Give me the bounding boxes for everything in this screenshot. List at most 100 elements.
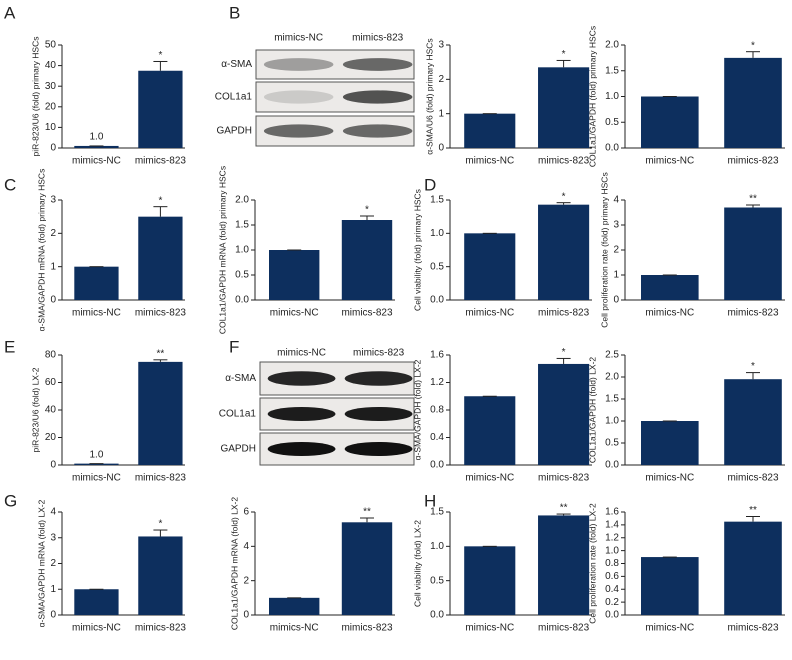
y-tick-label: 0.0	[605, 143, 619, 154]
significance: *	[158, 519, 162, 530]
significance: *	[751, 361, 755, 372]
blot-band	[342, 58, 413, 71]
y-tick-label: 1	[50, 261, 56, 272]
y-axis-label: COL1a1/GAPDH (fold) primary HSCs	[587, 26, 597, 167]
bar	[538, 204, 590, 300]
x-tick-label: mimics-NC	[645, 473, 694, 484]
x-tick-label: mimics-NC	[72, 308, 121, 319]
panel-letter: E	[4, 337, 15, 356]
y-tick-label: 20	[45, 432, 57, 443]
y-tick-label: 0	[243, 610, 249, 621]
bar	[138, 70, 183, 148]
significance: *	[562, 49, 566, 60]
panel-letter: G	[4, 491, 17, 510]
y-tick-label: 1.5	[430, 195, 444, 206]
bar	[269, 597, 320, 615]
bar	[74, 145, 119, 148]
bar	[724, 521, 782, 615]
y-tick-label: 1.0	[605, 416, 619, 427]
y-tick-label: 1.5	[235, 220, 249, 231]
x-tick-label: mimics-823	[538, 156, 590, 167]
y-tick-label: 0.5	[605, 438, 619, 449]
y-axis-label: Cell viability (fold) primary HSCs	[412, 189, 422, 311]
blot-band	[342, 90, 413, 104]
bar	[538, 363, 590, 465]
y-tick-label: 10	[45, 122, 57, 133]
x-tick-label: mimics-823	[538, 308, 590, 319]
y-tick-label: 1.4	[605, 520, 619, 531]
blot-row-label: α-SMA	[225, 373, 256, 384]
y-tick-label: 1.2	[430, 377, 444, 388]
significance: **	[560, 503, 568, 514]
bar	[641, 96, 699, 148]
y-tick-label: 6	[243, 507, 249, 518]
x-tick-label: mimics-NC	[645, 308, 694, 319]
blot-band	[263, 58, 334, 71]
y-tick-label: 1.5	[430, 507, 444, 518]
y-tick-label: 40	[45, 405, 57, 416]
y-tick-label: 0.0	[430, 610, 444, 621]
y-tick-label: 1.0	[430, 541, 444, 552]
blot-band	[344, 406, 413, 422]
significance: **	[749, 505, 757, 516]
y-axis-label: COL1a1/GAPDH mRNA (fold) LX-2	[229, 497, 239, 630]
x-tick-label: mimics-823	[135, 156, 187, 167]
bar	[641, 275, 699, 300]
bar	[538, 67, 590, 148]
y-tick-label: 1.5	[605, 394, 619, 405]
x-tick-label: mimics-NC	[465, 156, 514, 167]
panel-letter: F	[229, 337, 239, 356]
x-tick-label: mimics-823	[727, 156, 779, 167]
y-axis-label: α-SMA/U6 (fold) primary HSCs	[424, 38, 434, 154]
y-tick-label: 0	[613, 295, 619, 306]
significance: *	[158, 50, 162, 61]
panel-letter: C	[4, 175, 16, 194]
y-tick-label: 1.6	[430, 350, 444, 361]
y-tick-label: 20	[45, 101, 57, 112]
y-tick-label: 0	[50, 610, 56, 621]
y-tick-label: 0.2	[605, 597, 619, 608]
y-tick-label: 1.0	[430, 228, 444, 239]
y-tick-label: 0.5	[235, 270, 249, 281]
y-tick-label: 40	[45, 60, 57, 71]
x-tick-label: mimics-823	[727, 473, 779, 484]
blot-band	[342, 124, 413, 138]
value-label: 1.0	[89, 132, 103, 143]
blot-band	[344, 371, 413, 386]
bar	[464, 233, 516, 300]
bar	[641, 557, 699, 615]
x-tick-label: mimics-NC	[645, 156, 694, 167]
bar	[138, 216, 183, 300]
y-tick-label: 0.0	[605, 610, 619, 621]
x-tick-label: mimics-823	[135, 623, 187, 634]
y-tick-label: 1.2	[605, 532, 619, 543]
bar	[341, 220, 393, 300]
bar	[724, 207, 782, 300]
y-tick-label: 0.4	[605, 584, 619, 595]
y-tick-label: 0.4	[430, 432, 444, 443]
y-tick-label: 1.6	[605, 507, 619, 518]
y-tick-label: 30	[45, 81, 57, 92]
blot-column-label: mimics-823	[353, 348, 405, 359]
significance: **	[749, 194, 757, 205]
x-tick-label: mimics-823	[135, 308, 187, 319]
y-tick-label: 1	[438, 108, 444, 119]
blot-row-label: GAPDH	[220, 444, 256, 455]
y-tick-label: 0.5	[605, 117, 619, 128]
bar	[724, 379, 782, 465]
bar	[464, 546, 516, 615]
y-axis-label: α-SMA/GAPDH mRNA (fold) primary HSCs	[36, 169, 46, 332]
blot-band	[263, 124, 334, 138]
y-tick-label: 0.0	[430, 460, 444, 471]
y-axis-label: Cell proliferation rate (fold) LX-2	[587, 503, 597, 624]
value-label: 1.0	[89, 449, 103, 460]
x-tick-label: mimics-823	[341, 308, 393, 319]
y-tick-label: 4	[243, 541, 249, 552]
blot-row-label: COL1a1	[215, 92, 253, 103]
y-tick-label: 0.8	[430, 405, 444, 416]
y-tick-label: 2	[438, 74, 444, 85]
bar	[269, 250, 320, 300]
y-axis-label: piR-823/U6 (fold) LX-2	[30, 367, 40, 452]
bar	[641, 421, 699, 465]
x-tick-label: mimics-NC	[72, 156, 121, 167]
